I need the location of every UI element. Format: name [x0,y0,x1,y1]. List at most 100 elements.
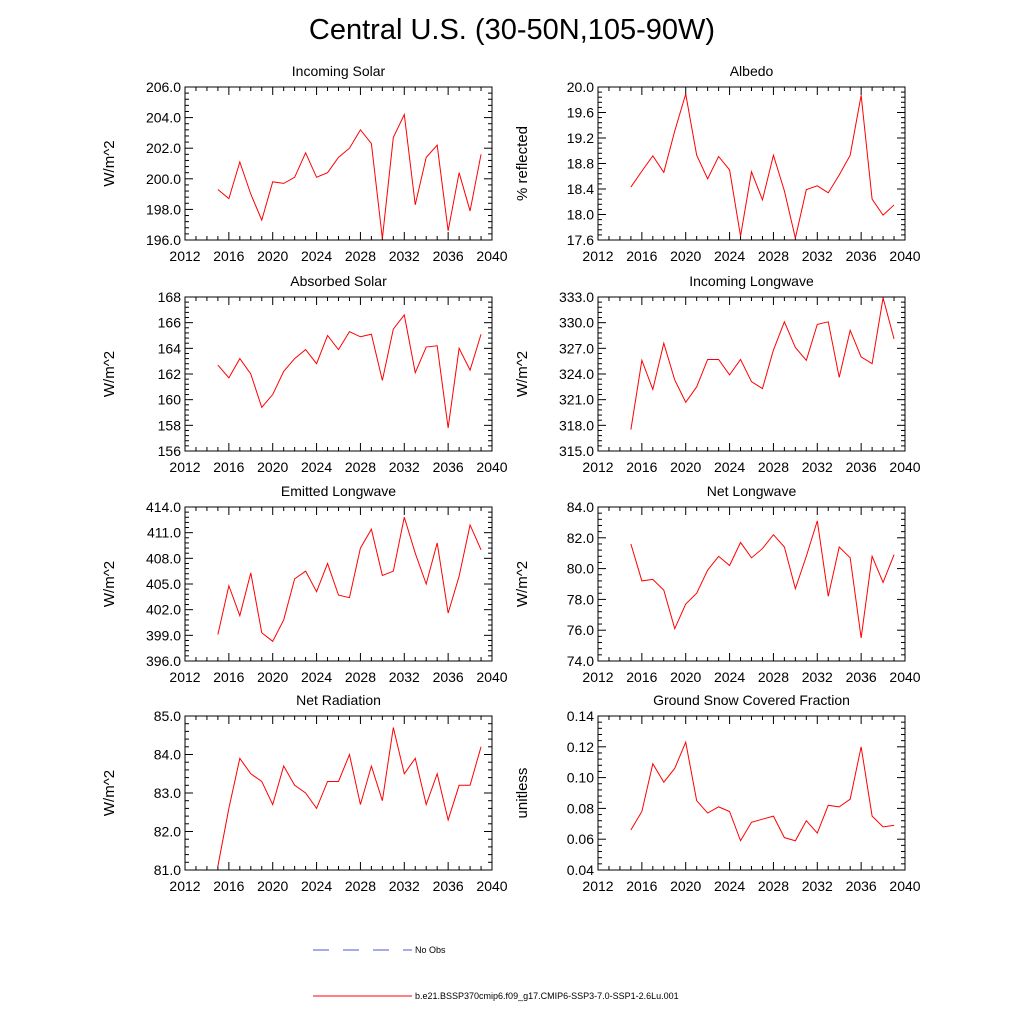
y-tick-label: 198.0 [146,201,181,217]
x-tick-label: 2028 [758,459,789,475]
y-tick-label: 82.0 [154,824,181,840]
y-axis-label-ground-snow-covered-fraction: unitless [514,768,531,819]
y-tick-label: 315.0 [559,443,594,459]
y-tick-label: 396.0 [146,653,181,669]
y-axis-label-emitted-longwave: W/m^2 [101,561,118,607]
y-tick-label: 324.0 [559,366,594,382]
y-tick-label: 82.0 [567,530,594,546]
panel-title-emitted-longwave: Emitted Longwave [281,483,396,499]
panel-net-radiation: Net Radiation W/m^2 2012 2016 2020 2024 2028 20… [101,692,508,894]
y-tick-label: 0.12 [567,739,594,755]
panel-title-incoming-solar: Incoming Solar [292,63,386,79]
y-axis-label-absorbed-solar: W/m^2 [101,351,118,397]
y-tick-label: 402.0 [146,602,181,618]
y-tick-label: 85.0 [154,708,181,724]
x-tick-label: 2016 [213,669,244,685]
x-tick-label: 2040 [476,459,507,475]
x-tick-label: 2040 [476,248,507,264]
y-tick-label: 74.0 [567,653,594,669]
series-line-incoming-solar [217,112,482,239]
y-tick-label: 84.0 [567,499,594,515]
x-tick-label: 2040 [889,669,920,685]
series-line-albedo [630,93,895,239]
x-tick-label: 2016 [213,459,244,475]
panel-ground-snow-covered-fraction: Ground Snow Covered Fraction unitless 2012… [514,692,921,894]
x-tick-label: 2016 [626,248,657,264]
x-tick-label: 2032 [802,248,833,264]
x-tick-label: 2020 [257,459,288,475]
panel-title-net-radiation: Net Radiation [296,692,381,708]
x-tick-label: 2040 [889,459,920,475]
y-tick-label: 330.0 [559,315,594,331]
y-tick-label: 333.0 [559,289,594,305]
x-tick-label: 2028 [345,248,376,264]
y-tick-label: 19.2 [567,130,594,146]
x-tick-label: 2012 [169,669,200,685]
x-tick-label: 2036 [846,459,877,475]
y-axis-label-incoming-solar: W/m^2 [101,140,118,186]
x-tick-label: 2036 [846,878,877,894]
x-tick-label: 2020 [257,878,288,894]
panel-title-net-longwave: Net Longwave [707,483,797,499]
y-tick-label: 405.0 [146,576,181,592]
y-tick-label: 18.8 [567,156,594,172]
panel-title-ground-snow-covered-fraction: Ground Snow Covered Fraction [653,692,850,708]
x-tick-label: 2032 [802,669,833,685]
y-tick-label: 17.6 [567,232,594,248]
x-tick-label: 2024 [714,669,745,685]
y-tick-label: 408.0 [146,550,181,566]
figure-title: Central U.S. (30-50N,105-90W) [308,14,716,46]
x-tick-label: 2032 [802,459,833,475]
y-tick-label: 0.06 [567,831,594,847]
y-tick-label: 76.0 [567,622,594,638]
y-tick-label: 78.0 [567,591,594,607]
x-tick-label: 2012 [582,878,613,894]
y-tick-label: 202.0 [146,140,181,156]
y-tick-label: 206.0 [146,79,181,95]
panel-absorbed-solar: Absorbed Solar W/m^2 2012 2016 2020 2024 2028 2… [101,273,508,475]
y-axis-label-incoming-longwave: W/m^2 [514,351,531,397]
y-tick-label: 162 [158,366,182,382]
x-tick-label: 2020 [670,669,701,685]
y-tick-label: 19.6 [567,105,594,121]
x-tick-label: 2036 [433,669,464,685]
y-tick-label: 164 [158,340,182,356]
x-tick-label: 2036 [846,248,877,264]
x-tick-label: 2024 [301,459,332,475]
x-tick-label: 2040 [889,248,920,264]
y-tick-label: 0.08 [567,800,594,816]
x-tick-label: 2024 [301,669,332,685]
x-tick-label: 2020 [257,248,288,264]
y-tick-label: 81.0 [154,862,181,878]
x-tick-label: 2032 [389,669,420,685]
x-tick-label: 2012 [582,669,613,685]
y-tick-label: 200.0 [146,171,181,187]
x-tick-label: 2032 [389,248,420,264]
x-tick-label: 2040 [889,878,920,894]
y-tick-label: 166 [158,315,182,331]
panel-title-absorbed-solar: Absorbed Solar [290,273,387,289]
y-tick-label: 156 [158,443,182,459]
x-tick-label: 2016 [626,878,657,894]
x-tick-label: 2020 [670,248,701,264]
x-tick-label: 2028 [758,669,789,685]
x-tick-label: 2012 [582,459,613,475]
x-tick-label: 2028 [758,878,789,894]
x-tick-label: 2024 [714,248,745,264]
x-tick-label: 2028 [758,248,789,264]
x-tick-label: 2032 [802,878,833,894]
panel-net-longwave: Net Longwave W/m^2 2012 2016 2020 2024 2028 203… [514,483,921,685]
x-tick-label: 2012 [169,459,200,475]
x-tick-label: 2016 [626,459,657,475]
y-tick-label: 168 [158,289,182,305]
series-line-emitted-longwave [217,517,482,643]
x-tick-label: 2032 [389,459,420,475]
x-tick-label: 2016 [213,878,244,894]
series-line-incoming-longwave [630,297,895,430]
x-tick-label: 2036 [846,669,877,685]
panel-emitted-longwave: Emitted Longwave W/m^2 2012 2016 2020 2024 202… [101,483,508,685]
panel-title-albedo: Albedo [730,63,774,79]
x-tick-label: 2024 [301,248,332,264]
y-tick-label: 0.04 [567,862,594,878]
